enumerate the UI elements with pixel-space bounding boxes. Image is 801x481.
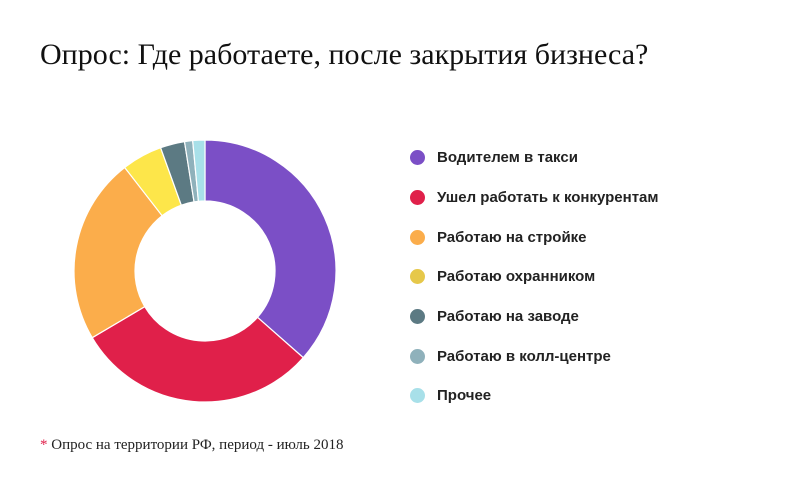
legend-item: Работаю охранником bbox=[410, 257, 659, 297]
footnote: * Опрос на территории РФ, период - июль … bbox=[40, 437, 344, 454]
legend-dot bbox=[410, 190, 425, 206]
legend-dot bbox=[410, 348, 425, 364]
footnote-marker: * bbox=[40, 437, 48, 453]
legend-label: Водителем в такси bbox=[437, 149, 578, 167]
legend-label: Работаю на заводе bbox=[437, 308, 579, 326]
chart-title: Опрос: Где работаете, после закрытия биз… bbox=[40, 38, 649, 71]
footnote-text: Опрос на территории РФ, период - июль 20… bbox=[51, 437, 344, 453]
donut-chart bbox=[73, 139, 337, 403]
donut-slice bbox=[204, 139, 337, 359]
donut-slice bbox=[91, 305, 305, 403]
legend-item: Работаю в колл-центре bbox=[410, 336, 659, 376]
legend-dot bbox=[410, 229, 425, 245]
chart-legend: Водителем в такси Ушел работать к конкуре… bbox=[410, 138, 659, 416]
legend-dot bbox=[410, 269, 425, 285]
legend-item: Водителем в такси bbox=[410, 138, 659, 178]
legend-item: Работаю на заводе bbox=[410, 297, 659, 337]
legend-label: Работаю в колл-центре bbox=[437, 347, 611, 365]
legend-label: Работаю охранником bbox=[437, 268, 596, 286]
donut-slice bbox=[192, 139, 206, 202]
legend-dot bbox=[410, 150, 425, 166]
legend-dot bbox=[410, 309, 425, 325]
legend-label: Работаю на стройке bbox=[437, 228, 587, 246]
legend-item: Ушел работать к конкурентам bbox=[410, 178, 659, 218]
legend-item: Работаю на стройке bbox=[410, 217, 659, 257]
legend-label: Ушел работать к конкурентам bbox=[437, 189, 659, 207]
legend-label: Прочее bbox=[437, 387, 492, 405]
legend-item: Прочее bbox=[410, 376, 659, 416]
donut-slice bbox=[73, 166, 163, 339]
legend-dot bbox=[410, 388, 425, 404]
